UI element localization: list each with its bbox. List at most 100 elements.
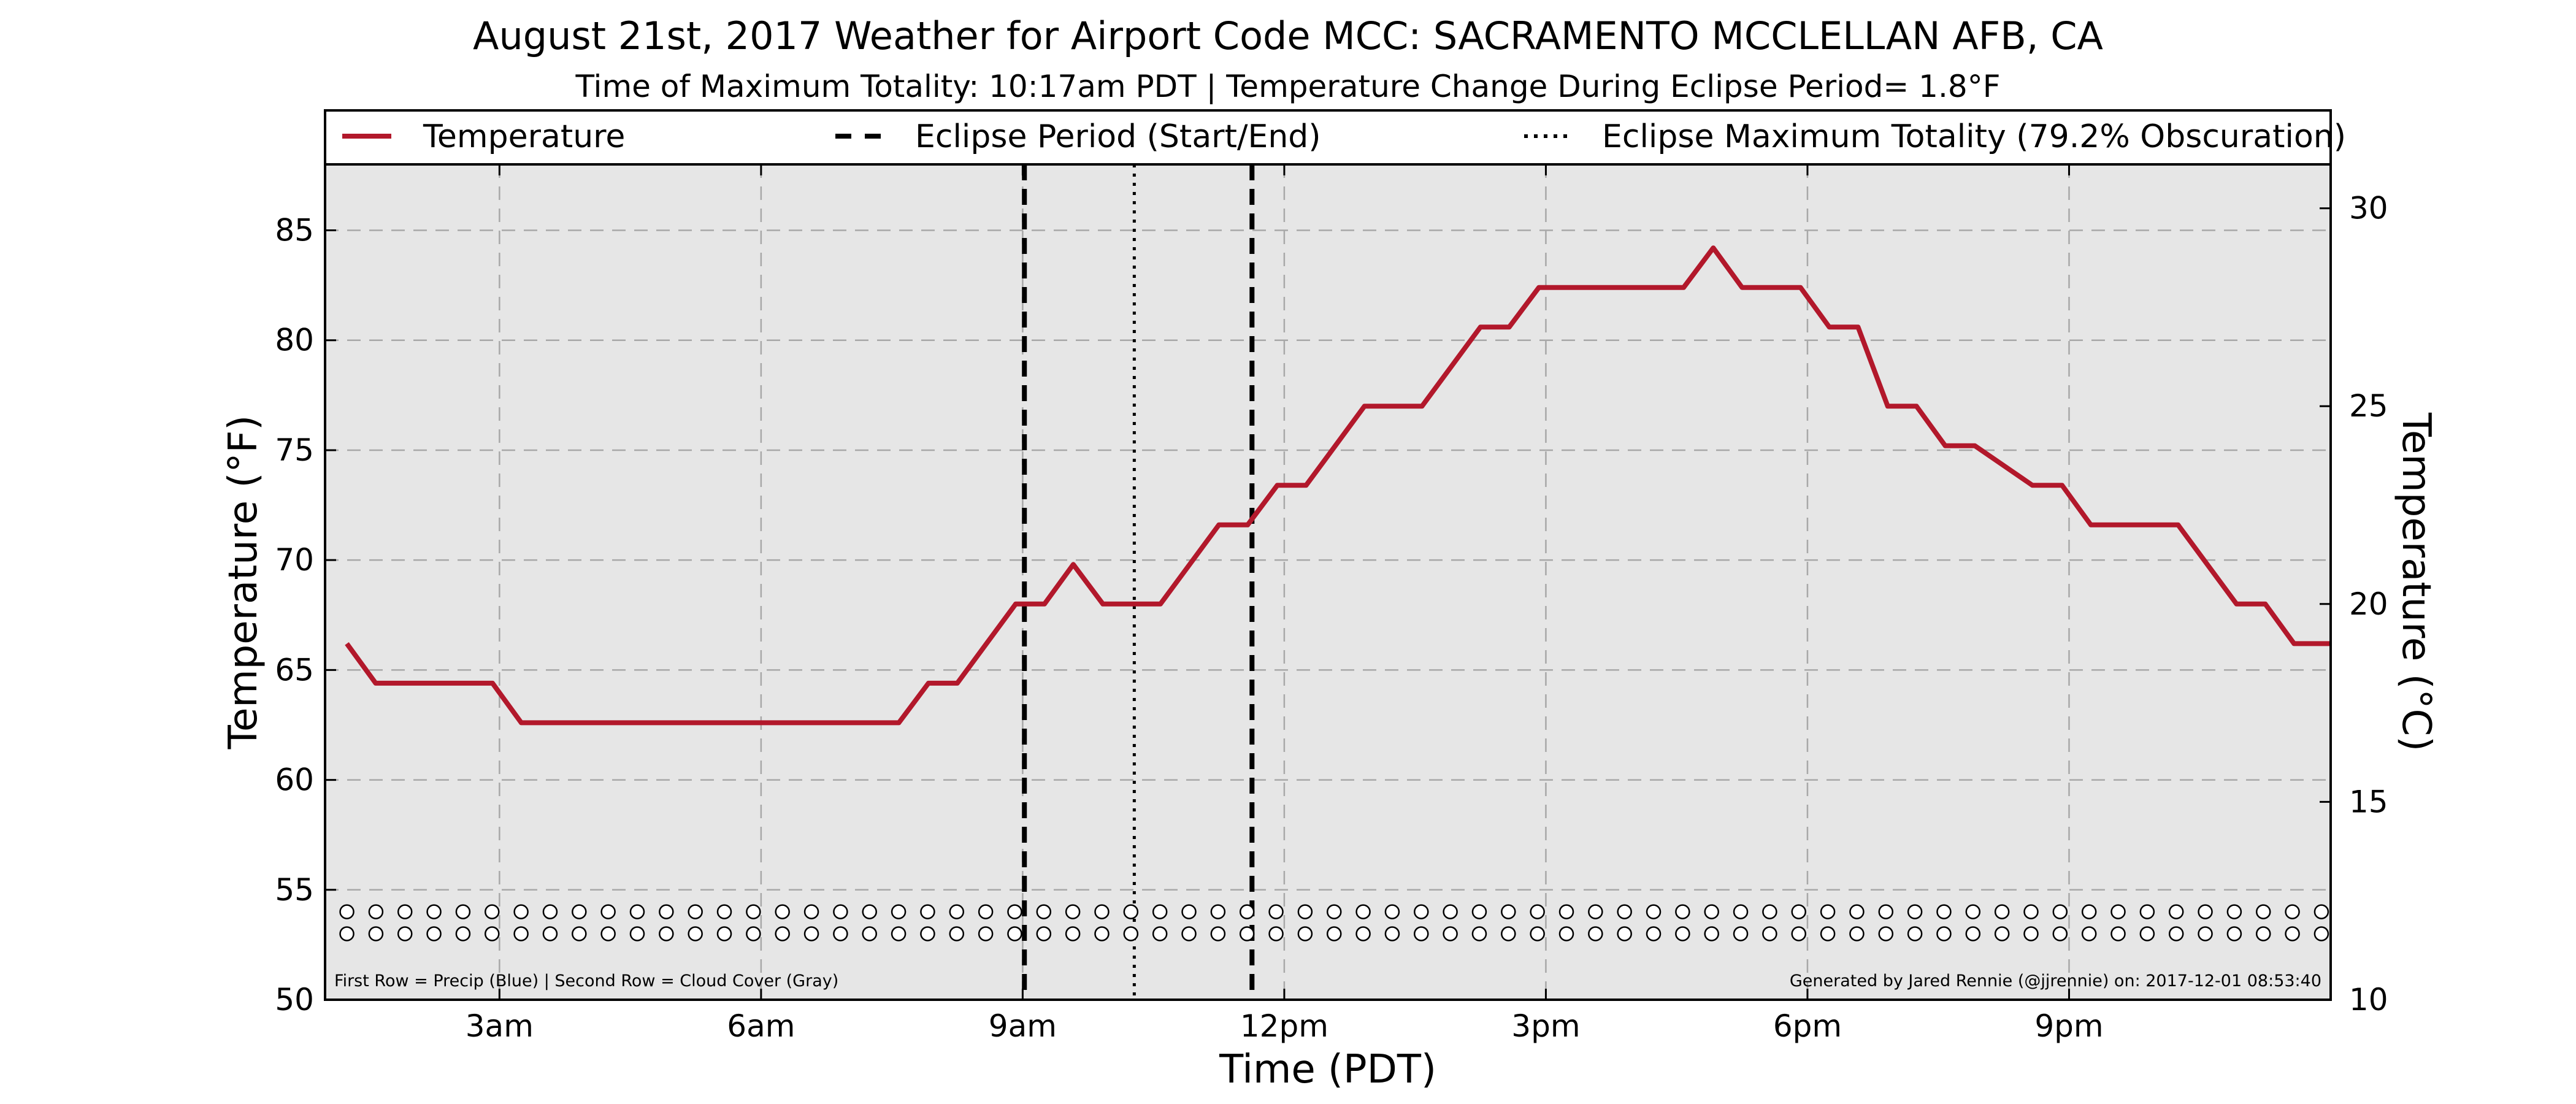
- x-tick-label: 6am: [727, 1008, 795, 1044]
- cloud-marker: [2052, 926, 2068, 941]
- cloud-marker: [600, 926, 616, 941]
- x-tick-label: 12pm: [1240, 1008, 1328, 1044]
- cloud-marker: [629, 926, 645, 941]
- cloud-marker: [1907, 926, 1923, 941]
- precip-marker: [368, 904, 384, 919]
- cloud-marker: [1065, 926, 1081, 941]
- precip-marker: [1849, 904, 1865, 919]
- cloud-marker: [949, 926, 965, 941]
- cloud-marker: [775, 926, 790, 941]
- precip-marker: [1558, 904, 1574, 919]
- cloud-marker: [1675, 926, 1690, 941]
- precip-marker: [339, 904, 355, 919]
- cloud-marker: [2023, 926, 2039, 941]
- marker-rows: [339, 904, 2329, 941]
- cloud-marker: [891, 926, 907, 941]
- precip-marker: [1878, 904, 1894, 919]
- cloud-marker: [803, 926, 819, 941]
- precip-marker: [1646, 904, 1662, 919]
- precip-marker: [2139, 904, 2155, 919]
- precip-marker: [1675, 904, 1690, 919]
- precip-marker: [1443, 904, 1458, 919]
- cloud-marker: [1994, 926, 2010, 941]
- chart-subtitle: Time of Maximum Totality: 10:17am PDT | …: [575, 69, 2001, 104]
- cloud-marker: [1936, 926, 1952, 941]
- axis-ticks: 50 55 60 65 70 75 80 85 3am 6am 9am 12pm 3pm 6pm 9pm 10…: [275, 164, 2388, 1044]
- eclipse-reference-lines: [1022, 164, 1255, 1000]
- precip-marker: [1530, 904, 1545, 919]
- precip-marker: [833, 904, 848, 919]
- precip-marker: [1181, 904, 1197, 919]
- cloud-marker: [572, 926, 587, 941]
- precip-marker: [1936, 904, 1952, 919]
- cloud-marker: [1733, 926, 1749, 941]
- cloud-marker: [978, 926, 994, 941]
- legend-eclipse-period: Eclipse Period (Start/End): [835, 118, 1321, 155]
- precip-marker: [2313, 904, 2329, 919]
- precip-marker: [775, 904, 790, 919]
- cloud-marker: [2198, 926, 2213, 941]
- precip-marker: [1094, 904, 1110, 919]
- precip-marker: [1268, 904, 1284, 919]
- precip-marker: [1355, 904, 1371, 919]
- precip-marker: [455, 904, 471, 919]
- x-tick-label: 3pm: [1511, 1008, 1580, 1044]
- precip-marker: [600, 904, 616, 919]
- precip-marker: [862, 904, 877, 919]
- legend-box: [324, 109, 2332, 166]
- cloud-marker: [1704, 926, 1719, 941]
- precip-marker: [2052, 904, 2068, 919]
- y-tick-label: 75: [275, 432, 314, 468]
- cloud-marker: [1123, 926, 1139, 941]
- precip-marker: [1733, 904, 1749, 919]
- precip-marker: [1414, 904, 1429, 919]
- cloud-marker: [1152, 926, 1168, 941]
- precip-marker: [1007, 904, 1022, 919]
- precip-marker: [920, 904, 935, 919]
- precip-marker: [1384, 904, 1400, 919]
- x-tick-label: 3am: [466, 1008, 534, 1044]
- cloud-marker: [2110, 926, 2126, 941]
- precip-marker: [2081, 904, 2097, 919]
- precip-marker: [629, 904, 645, 919]
- precip-marker: [1907, 904, 1923, 919]
- generated-by-note: Generated by Jared Rennie (@jjrennie) on…: [1790, 972, 2321, 991]
- cloud-marker: [1820, 926, 1836, 941]
- cloud-marker: [1268, 926, 1284, 941]
- cloud-marker: [1965, 926, 1981, 941]
- precip-marker: [1791, 904, 1806, 919]
- y-tick-label: 55: [275, 872, 314, 908]
- precip-marker: [1762, 904, 1777, 919]
- precip-marker: [1210, 904, 1226, 919]
- cloud-marker: [862, 926, 877, 941]
- precip-marker: [1820, 904, 1836, 919]
- y-tick-label: 85: [275, 213, 314, 248]
- precip-marker: [2168, 904, 2184, 919]
- cloud-marker: [1007, 926, 1022, 941]
- legend-eclipse-period-label: Eclipse Period (Start/End): [915, 118, 1321, 155]
- precip-marker: [426, 904, 442, 919]
- cloud-marker: [833, 926, 848, 941]
- cloud-marker: [426, 926, 442, 941]
- cloud-marker: [2168, 926, 2184, 941]
- chart-title: August 21st, 2017 Weather for Airport Co…: [473, 13, 2103, 58]
- precip-marker: [891, 904, 907, 919]
- y-tick-label: 70: [275, 542, 314, 578]
- plot-frame: [324, 163, 2332, 1001]
- cloud-marker: [368, 926, 384, 941]
- cloud-marker: [1297, 926, 1313, 941]
- cloud-marker: [920, 926, 935, 941]
- cloud-marker: [513, 926, 529, 941]
- cloud-marker: [1326, 926, 1342, 941]
- cloud-marker: [397, 926, 413, 941]
- temperature-series: [345, 245, 2331, 726]
- precip-marker: [2226, 904, 2242, 919]
- cloud-marker: [716, 926, 732, 941]
- cloud-marker: [2081, 926, 2097, 941]
- legend-eclipse-max: Eclipse Maximum Totality (79.2% Obscurat…: [1524, 118, 2346, 155]
- precip-marker: [1471, 904, 1487, 919]
- cloud-marker: [2285, 926, 2300, 941]
- precip-marker: [2110, 904, 2126, 919]
- y-tick-label: 80: [275, 323, 314, 358]
- y-tick-label: 65: [275, 652, 314, 688]
